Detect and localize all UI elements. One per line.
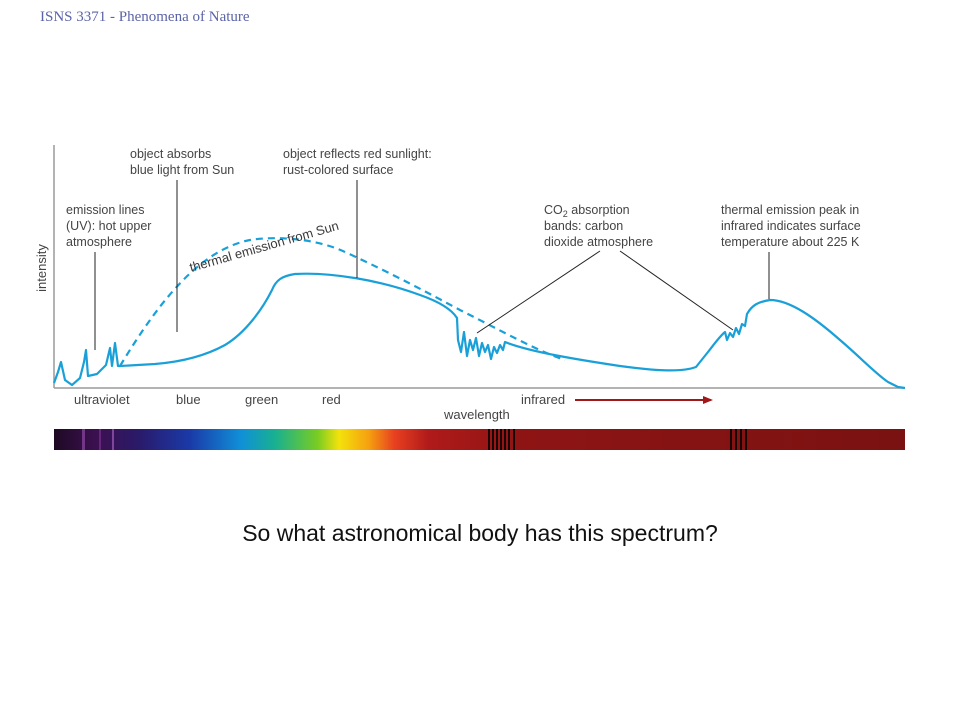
annotation-co2: CO2 absorption bands: carbon dioxide atm… [476,203,734,334]
annotation-blue-line-1: object absorbs [130,147,211,161]
x-label-blue: blue [176,392,201,407]
y-axis-label: intensity [34,244,49,292]
annotation-uv-line-2: (UV): hot upper [66,219,151,233]
color-spectrum-band [54,429,905,450]
course-header: ISNS 3371 - Phenomena of Nature [40,9,250,25]
annotation-blue-absorb: object absorbs blue light from Sun [130,147,234,332]
annotation-co2-line-2: bands: carbon [544,219,623,233]
x-label-red: red [322,392,341,407]
annotation-blue-line-2: blue light from Sun [130,163,234,177]
x-label-ultraviolet: ultraviolet [74,392,130,407]
question-text: So what astronomical body has this spect… [242,520,718,546]
annotation-thermal-peak: thermal emission peak in infrared indica… [721,203,861,299]
annotation-red-line-2: rust-colored surface [283,163,394,177]
annotation-red-reflect: object reflects red sunlight: rust-color… [283,147,432,278]
annotation-thermal-line-2: infrared indicates surface [721,219,861,233]
annotation-uv-line-1: emission lines [66,203,145,217]
annotation-thermal-line-3: temperature about 225 K [721,235,860,249]
spectrum-curve [52,272,906,390]
annotation-co2-line-3: dioxide atmosphere [544,235,653,249]
annotation-thermal-line-1: thermal emission peak in [721,203,859,217]
x-axis-label: wavelength [443,407,510,422]
x-label-infrared: infrared [521,392,565,407]
annotation-uv-line-3: atmosphere [66,235,132,249]
annotation-red-line-1: object reflects red sunlight: [283,147,432,161]
annotation-uv-emission: emission lines (UV): hot upper atmospher… [66,203,151,350]
annotation-co2-line-1: CO2 absorption [544,203,630,219]
x-label-green: green [245,392,278,407]
sun-thermal-curve [119,237,566,367]
sun-curve-label: thermal emission from Sun [188,218,341,275]
